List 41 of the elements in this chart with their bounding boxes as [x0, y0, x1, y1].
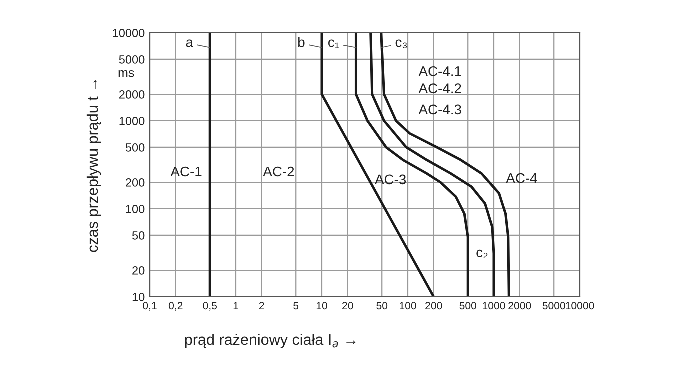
x-tick-label: 10: [316, 302, 328, 310]
y-tick-label: 50: [132, 232, 145, 240]
x-tick-label: 50: [376, 302, 388, 310]
x-tick-label: 100: [400, 302, 416, 310]
x-tick-label: 200: [426, 302, 442, 310]
annotation: AC-4.3: [418, 104, 462, 115]
y-tick-label: 10000: [113, 29, 145, 38]
y-tick-label: 20: [132, 266, 145, 275]
annotation: AC-1: [170, 166, 202, 177]
series-label: c₂: [476, 250, 488, 259]
y-tick-label: 1000: [120, 117, 145, 126]
y-tick-label: 5000: [119, 56, 145, 64]
series-label: c₁: [328, 40, 340, 48]
x-tick-label: 5000: [542, 302, 566, 310]
y-tick-label: 2000: [119, 90, 145, 99]
annotation: AC-3: [375, 174, 406, 185]
annotation: AC-4: [506, 173, 538, 184]
series-label: c₃: [396, 40, 408, 48]
x-tick-label: 0,1: [143, 302, 157, 311]
annotation: AC-4.1: [418, 66, 462, 76]
x-tick-label: 0,2: [168, 302, 183, 311]
annotation: AC-2: [263, 166, 294, 177]
text: ms: [118, 70, 134, 78]
x-tick-label: 1000: [483, 302, 506, 310]
x-tick-label: 0,5: [203, 302, 218, 311]
y-tick-label: 500: [126, 144, 145, 152]
y-tick-label: 10: [132, 293, 145, 302]
x-tick-label: 5: [294, 302, 299, 310]
x-tick-label: 500: [460, 302, 477, 310]
y-tick-label: 100: [126, 205, 145, 214]
x-tick-label: 2000: [508, 302, 532, 310]
x-tick-label: 2: [259, 302, 264, 310]
series-label: a: [186, 40, 194, 48]
x-tick-label: 20: [342, 302, 354, 310]
series-label: b: [298, 37, 305, 48]
annotation: AC-4.2: [418, 84, 462, 94]
y-axis-title: czas przepływu prądu t →: [86, 80, 102, 252]
y-tick-label: 200: [126, 178, 145, 187]
x-tick-label: 1: [234, 302, 238, 310]
x-axis-title: prąd rażeniowy ciała I$_{a}$ →: [185, 334, 356, 348]
x-tick-label: 10000: [566, 302, 594, 310]
